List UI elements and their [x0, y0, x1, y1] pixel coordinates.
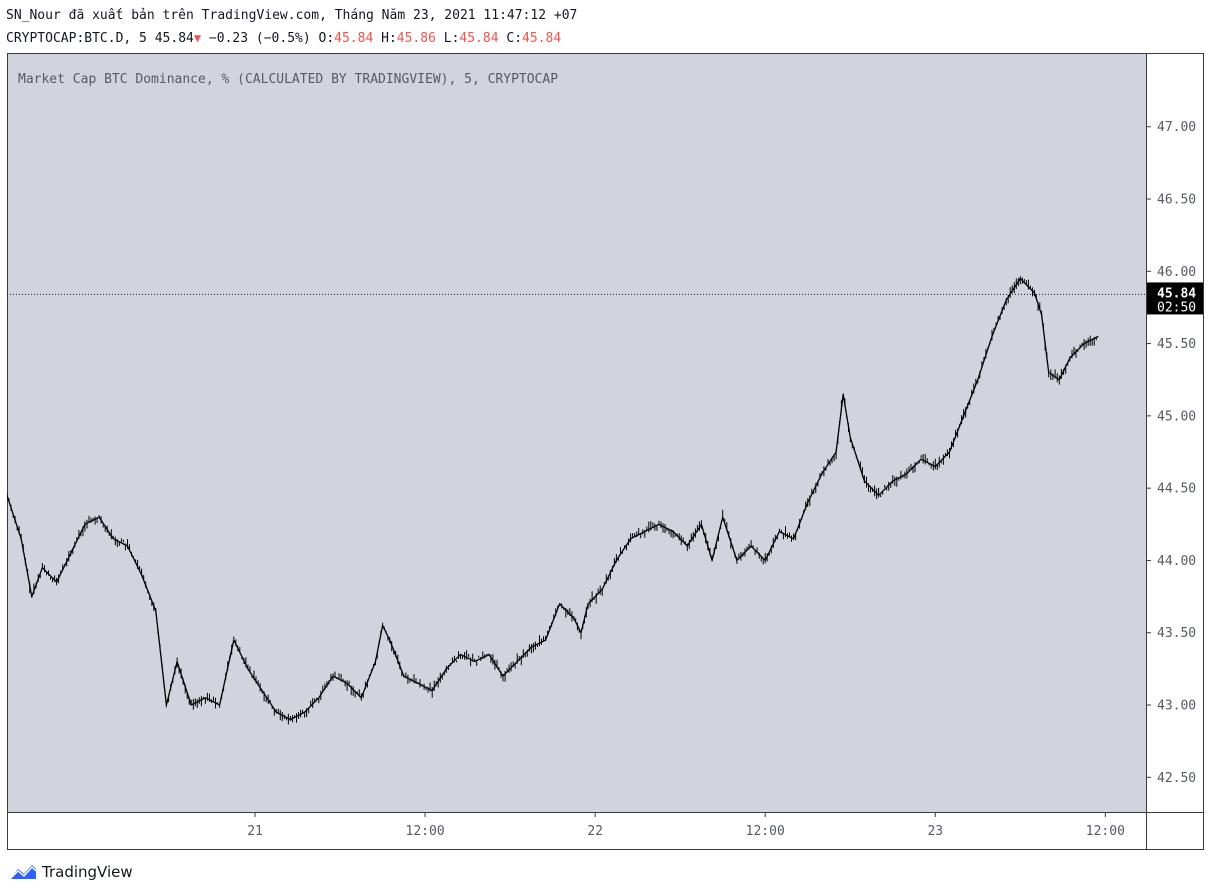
- close-label: C:: [506, 31, 523, 46]
- high-value: 45.86: [396, 31, 436, 46]
- x-tick-label: 21: [247, 824, 263, 839]
- last-price-label: 45.84: [1157, 286, 1196, 301]
- y-tick-label: 44.50: [1157, 482, 1196, 497]
- high-label: H:: [381, 31, 397, 46]
- x-tick-label: 12:00: [746, 824, 785, 839]
- chart: Market Cap BTC Dominance, % (CALCULATED …: [6, 53, 1204, 850]
- x-tick-label: 22: [587, 824, 603, 839]
- y-tick-label: 45.50: [1157, 337, 1196, 352]
- last-price-label-bg: [1147, 282, 1203, 315]
- x-tick-label: 12:00: [1086, 824, 1125, 839]
- y-tick-label: 45.00: [1157, 409, 1196, 424]
- x-tick-label: 12:00: [406, 824, 445, 839]
- chart-frame: Market Cap BTC Dominance, % (CALCULATED …: [6, 53, 1204, 854]
- chart-title: Market Cap BTC Dominance, % (CALCULATED …: [18, 72, 558, 87]
- published-text: SN_Nour đã xuất bản trên TradingView.com…: [6, 8, 578, 23]
- close-value: 45.84: [522, 31, 562, 46]
- y-tick-label: 47.00: [1157, 120, 1196, 135]
- open-label: O:: [318, 31, 335, 46]
- published-line: SN_Nour đã xuất bản trên TradingView.com…: [6, 8, 577, 24]
- y-tick-label: 43.00: [1157, 699, 1196, 714]
- down-triangle-icon: ▼: [193, 31, 202, 45]
- plot-area[interactable]: [7, 53, 1146, 812]
- y-tick-label: 46.50: [1157, 193, 1196, 208]
- y-tick-label: 44.00: [1157, 554, 1196, 569]
- price-series: [6, 276, 1099, 725]
- y-tick-label: 43.50: [1157, 626, 1196, 641]
- plot-border: [7, 53, 1204, 850]
- symbol-label: CRYPTOCAP:BTC.D, 5: [6, 31, 147, 46]
- footer-brand[interactable]: TradingView: [8, 863, 133, 881]
- bar-countdown-label: 02:50: [1157, 300, 1196, 315]
- price-axis[interactable]: 42.50 43.00 43.50 44.00 44.50 45.00 45.50 46.00…: [1146, 120, 1196, 786]
- x-tick-label: 23: [927, 824, 943, 839]
- open-value: 45.84: [334, 31, 374, 46]
- last-value: 45.84: [154, 31, 194, 46]
- low-label: L:: [443, 31, 460, 46]
- brand-name: TradingView: [42, 863, 133, 881]
- y-tick-label: 46.00: [1157, 265, 1196, 280]
- low-value: 45.84: [459, 31, 499, 46]
- time-axis[interactable]: 21 12:00 22 12:00 23 12:00: [247, 812, 1125, 839]
- y-tick-label: 42.50: [1157, 771, 1196, 786]
- tradingview-logo-icon: [9, 865, 37, 880]
- change-value: −0.23 (−0.5%): [208, 31, 311, 46]
- ohlc-line: CRYPTOCAP:BTC.D, 5 45.84▼ −0.23 (−0.5%) …: [6, 30, 561, 47]
